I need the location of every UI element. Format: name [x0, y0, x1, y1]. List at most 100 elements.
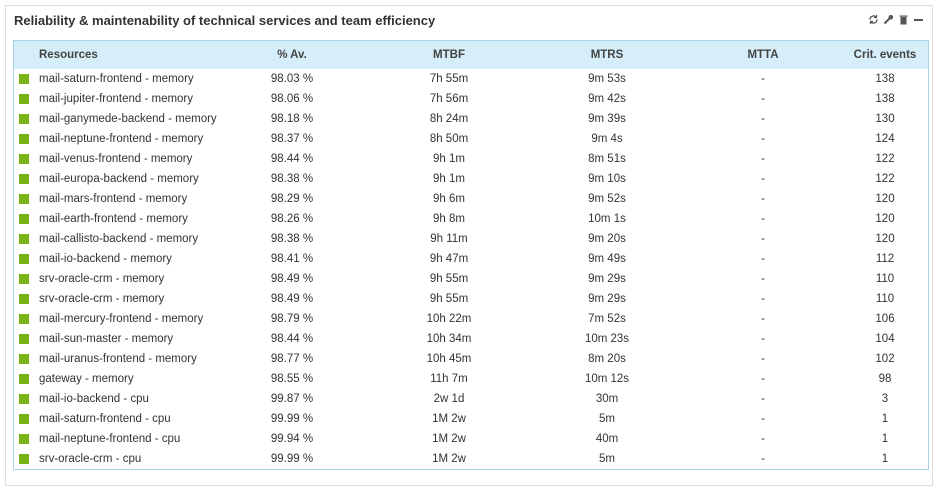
- status-indicator: [19, 74, 29, 84]
- metric-cell: 8m 51s: [588, 153, 626, 165]
- metric-cell: 98.49 %: [270, 273, 314, 285]
- metric-cell: 9h 55m: [429, 273, 469, 285]
- metric-cell: 99.99 %: [270, 413, 314, 425]
- table-row: srv-oracle-crm - memory 98.49 % 9h 55m 9m 2…: [14, 269, 928, 289]
- metric-cell: 120: [875, 213, 895, 225]
- delete-icon[interactable]: [898, 14, 909, 25]
- resource-name: mail-earth-frontend - memory: [39, 213, 188, 225]
- metric-cell: 124: [875, 133, 895, 145]
- refresh-icon[interactable]: [868, 14, 879, 25]
- resource-name: mail-sun-master - memory: [39, 333, 174, 345]
- metric-cell: 102: [875, 353, 895, 365]
- status-indicator: [19, 374, 29, 384]
- column-header: % Av.: [277, 49, 307, 61]
- metric-cell: -: [761, 373, 765, 385]
- metric-cell: -: [761, 153, 765, 165]
- metric-cell: -: [761, 113, 765, 125]
- status-indicator: [19, 174, 29, 184]
- resource-name: srv-oracle-crm - memory: [39, 293, 165, 305]
- widget-tools: [868, 14, 924, 25]
- metric-cell: 10m 12s: [584, 373, 630, 385]
- metric-cell: 9h 1m: [433, 173, 465, 185]
- metric-cell: 104: [875, 333, 895, 345]
- status-indicator: [19, 194, 29, 204]
- table-header: Resources % Av. MTBF MTRS MTTA Crit. events: [14, 41, 928, 69]
- metric-cell: 110: [875, 293, 895, 305]
- metric-cell: 30m: [595, 393, 619, 405]
- table-row: mail-saturn-frontend - cpu 99.99 % 1M 2w 5m…: [14, 409, 928, 429]
- metric-cell: -: [761, 93, 765, 105]
- metric-cell: 98.38 %: [270, 173, 314, 185]
- metric-cell: -: [761, 273, 765, 285]
- metric-cell: 120: [875, 233, 895, 245]
- metric-cell: -: [761, 413, 765, 425]
- resource-name: mail-venus-frontend - memory: [39, 153, 193, 165]
- metric-cell: -: [761, 313, 765, 325]
- metric-cell: 122: [875, 173, 895, 185]
- metric-cell: 110: [875, 273, 895, 285]
- metric-cell: -: [761, 173, 765, 185]
- resource-name: mail-ganymede-backend - memory: [39, 113, 217, 125]
- metric-cell: -: [761, 433, 765, 445]
- metric-cell: 10h 45m: [426, 353, 472, 365]
- widget-panel: Reliability & maintenability of technica…: [5, 5, 933, 486]
- status-indicator: [19, 354, 29, 364]
- table-row: gateway - memory 98.55 % 11h 7m 10m 12s - 98: [14, 369, 928, 389]
- metric-cell: -: [761, 353, 765, 365]
- status-indicator: [19, 94, 29, 104]
- status-indicator: [19, 274, 29, 284]
- metric-cell: 98.29 %: [270, 193, 314, 205]
- resource-name: mail-saturn-frontend - cpu: [39, 413, 171, 425]
- metric-cell: 9m 42s: [588, 93, 626, 105]
- table-row: mail-sun-master - memory 98.44 % 10h 34m 10…: [14, 329, 928, 349]
- status-indicator: [19, 114, 29, 124]
- metric-cell: -: [761, 73, 765, 85]
- metric-cell: 98.77 %: [270, 353, 314, 365]
- resource-name: gateway - memory: [39, 373, 134, 385]
- resource-name: srv-oracle-crm - memory: [39, 273, 165, 285]
- metric-cell: -: [761, 233, 765, 245]
- metric-cell: 106: [875, 313, 895, 325]
- metric-cell: 9m 20s: [588, 233, 626, 245]
- metric-cell: 99.94 %: [270, 433, 314, 445]
- data-table: Resources % Av. MTBF MTRS MTTA Crit. events m…: [13, 40, 929, 470]
- minimize-icon[interactable]: [913, 14, 924, 25]
- metric-cell: 9m 4s: [591, 133, 623, 145]
- metric-cell: -: [761, 333, 765, 345]
- metric-cell: -: [761, 193, 765, 205]
- resource-name: mail-uranus-frontend - memory: [39, 353, 197, 365]
- metric-cell: 138: [875, 73, 895, 85]
- table-row: mail-io-backend - cpu 99.87 % 2w 1d 30m - 3: [14, 389, 928, 409]
- metric-cell: 98.03 %: [270, 73, 314, 85]
- metric-cell: 3: [881, 393, 889, 405]
- column-header: Resources: [39, 49, 98, 61]
- metric-cell: 122: [875, 153, 895, 165]
- resource-name: mail-mars-frontend - memory: [39, 193, 188, 205]
- status-indicator: [19, 134, 29, 144]
- metric-cell: 10h 34m: [426, 333, 472, 345]
- metric-cell: 98.79 %: [270, 313, 314, 325]
- status-indicator: [19, 434, 29, 444]
- resource-name: mail-saturn-frontend - memory: [39, 73, 194, 85]
- metric-cell: 98.41 %: [270, 253, 314, 265]
- status-indicator: [19, 334, 29, 344]
- metric-cell: 98.37 %: [270, 133, 314, 145]
- table-row: mail-io-backend - memory 98.41 % 9h 47m 9m …: [14, 249, 928, 269]
- status-indicator: [19, 294, 29, 304]
- settings-icon[interactable]: [883, 14, 894, 25]
- metric-cell: 10m 23s: [584, 333, 630, 345]
- metric-cell: 2w 1d: [433, 393, 465, 405]
- metric-cell: 1: [881, 413, 889, 425]
- metric-cell: 112: [875, 253, 895, 265]
- metric-cell: 9h 1m: [433, 153, 465, 165]
- metric-cell: 9m 10s: [588, 173, 626, 185]
- column-header: MTRS: [590, 49, 624, 61]
- status-indicator: [19, 394, 29, 404]
- table-row: mail-uranus-frontend - memory 98.77 % 10h …: [14, 349, 928, 369]
- metric-cell: 7h 56m: [429, 93, 469, 105]
- resource-name: mail-europa-backend - memory: [39, 173, 199, 185]
- status-indicator: [19, 314, 29, 324]
- metric-cell: 9h 55m: [429, 293, 469, 305]
- resource-name: mail-neptune-frontend - cpu: [39, 433, 181, 445]
